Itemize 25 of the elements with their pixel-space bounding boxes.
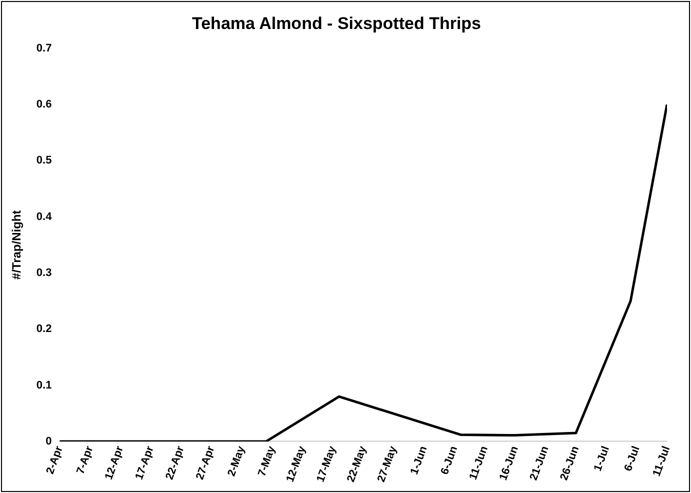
x-tick-label: 1-Jul (592, 444, 612, 473)
x-tick-label: 21-Jun (528, 444, 552, 482)
x-tick-label: 1-Jun (408, 444, 430, 476)
y-tick-label: 0.1 (36, 379, 52, 392)
x-tick-label: 6-Jun (438, 444, 460, 476)
x-tick-label: 11-Jun (467, 444, 491, 482)
y-tick-label: 0.2 (36, 323, 52, 336)
x-tick-label: 7-May (256, 444, 278, 478)
y-axis-title: #/Trap/Night (10, 210, 24, 280)
x-tick-label: 11-Jul (650, 444, 673, 478)
y-tick-label: 0.4 (36, 210, 53, 223)
x-tick-label: 12-Apr (102, 444, 126, 482)
x-tick-label: 22-Apr (164, 444, 188, 482)
y-tick-label: 0.7 (36, 42, 52, 54)
chart-title: Tehama Almond - Sixspotted Thrips (192, 14, 482, 33)
y-tick-label: 0.6 (36, 98, 52, 111)
x-tick-label: 6-Jul (622, 444, 642, 473)
x-tick-label: 7-Apr (74, 444, 96, 476)
x-tick-label: 17-Apr (133, 444, 157, 482)
x-tick-label: 16-Jun (497, 444, 521, 482)
x-tick-label: 26-Jun (558, 444, 582, 482)
y-tick-label: 0.5 (36, 154, 52, 167)
y-tick-label: 0.3 (36, 267, 52, 280)
x-tick-label: 27-Apr (194, 444, 218, 482)
x-tick-label: 2-May (226, 444, 248, 478)
